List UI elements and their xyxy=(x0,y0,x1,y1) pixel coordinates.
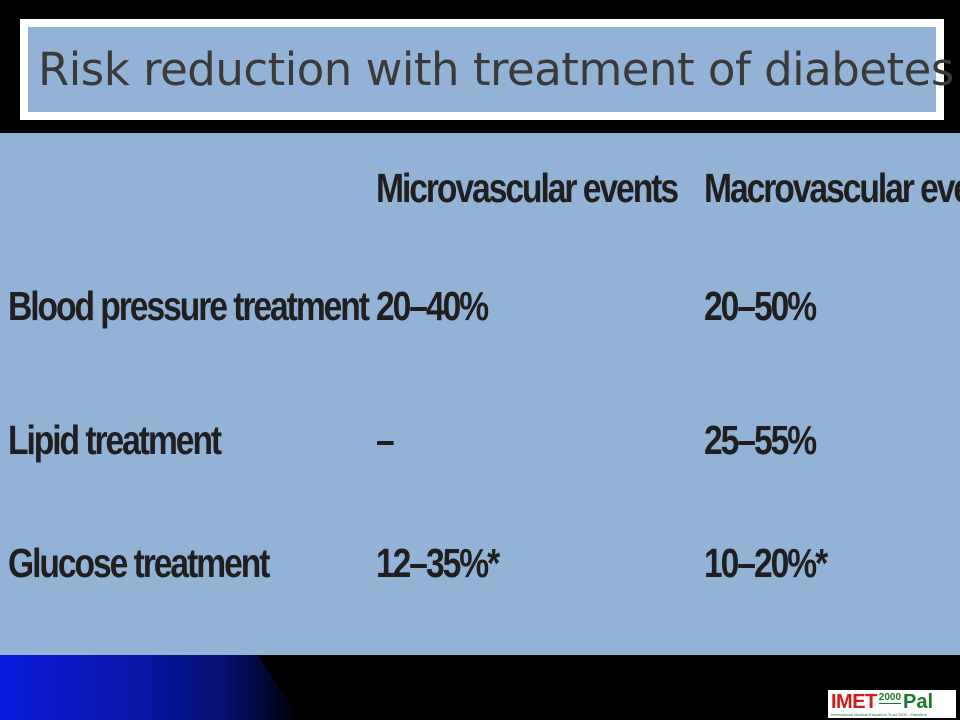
slide-title: Risk reduction with treatment of diabete… xyxy=(38,43,954,96)
row-label-lipid: Lipid treatment xyxy=(8,417,222,463)
logo-subtitle: International Medical Education Trust 20… xyxy=(831,712,927,717)
logo-year-text: 2000 xyxy=(878,692,902,704)
logo-wordmark: IMET 2000 Pal xyxy=(831,691,953,712)
cell-glucose-macro: 10–20%* xyxy=(704,540,828,586)
row-label-glucose: Glucose treatment xyxy=(8,540,270,586)
cell-glucose-micro: 12–35%* xyxy=(376,540,500,586)
header-macrovascular: Macrovascular events xyxy=(704,165,960,211)
imet-logo: IMET 2000 Pal International Medical Educ… xyxy=(828,690,956,718)
header-microvascular: Microvascular events xyxy=(376,165,679,211)
cell-lipid-micro: – xyxy=(376,417,395,463)
title-panel: Risk reduction with treatment of diabete… xyxy=(28,27,954,112)
row-label-blood-pressure: Blood pressure treatment xyxy=(8,283,370,329)
cell-blood-pressure-macro: 20–50% xyxy=(704,283,817,329)
title-frame: Risk reduction with treatment of diabete… xyxy=(20,19,954,120)
blue-gradient-decoration xyxy=(0,655,300,720)
logo-pal-text: Pal xyxy=(903,691,934,713)
bottom-strip: IMET 2000 Pal International Medical Educ… xyxy=(0,655,960,720)
logo-imet-text: IMET xyxy=(831,691,877,713)
cell-blood-pressure-micro: 20–40% xyxy=(376,283,489,329)
cell-lipid-macro: 25–55% xyxy=(704,417,817,463)
risk-table: Microvascular events Macrovascular event… xyxy=(0,133,960,655)
